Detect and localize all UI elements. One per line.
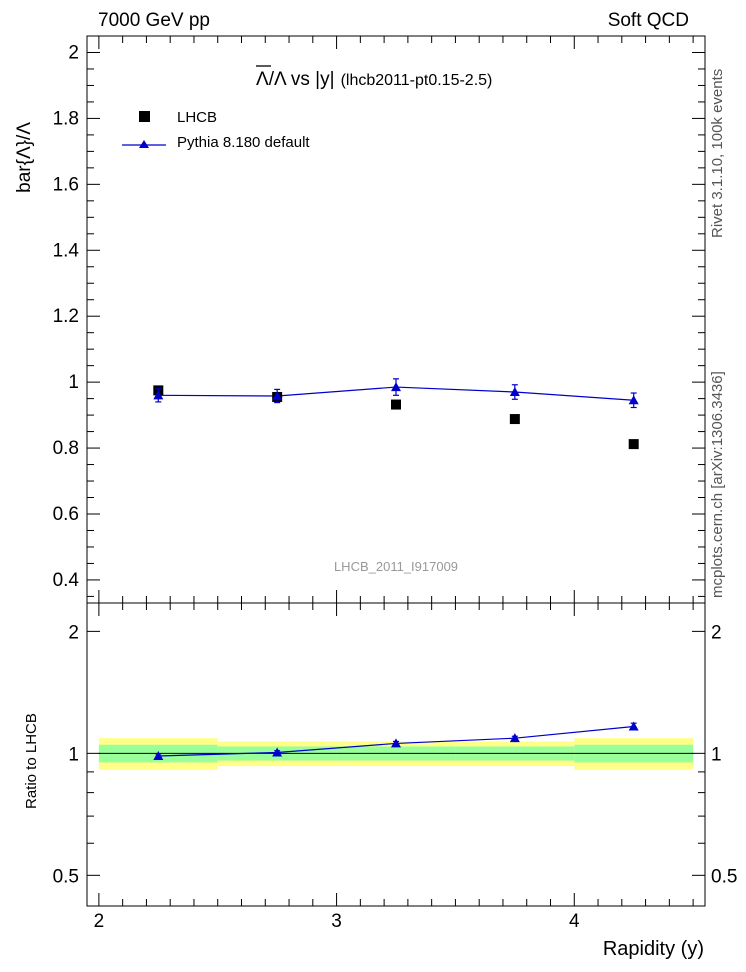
svg-text:Λ/Λ vs |y|(lhcb2011-pt0.15-2.5: Λ/Λ vs |y| (lhcb2011-pt0.15-2.5) xyxy=(256,69,492,90)
legend-data-marker xyxy=(139,111,150,122)
ratio-point xyxy=(272,747,283,757)
legend-mc-label: Pythia 8.180 default xyxy=(177,134,310,151)
y-tick-label: 1.4 xyxy=(53,240,80,261)
title-subtitle: (lhcb2011-pt0.15-2.5) xyxy=(341,72,493,89)
y-tick-label: 0.6 xyxy=(53,504,79,525)
ratio-point xyxy=(391,738,401,748)
y-axis-label: bar{Λ}/Λ xyxy=(14,122,35,193)
ratio-tick-label: 0.5 xyxy=(53,866,79,887)
ratio-tick-label-right: 2 xyxy=(711,622,722,643)
ratio-axis-label: Ratio to LHCB xyxy=(23,713,40,809)
mc-point xyxy=(272,390,283,400)
y-tick-label: 1.6 xyxy=(53,174,79,195)
y-tick-label: 2 xyxy=(68,42,79,63)
mc-point xyxy=(509,387,520,397)
x-tick-label: 4 xyxy=(569,911,580,932)
y-tick-label: 0.4 xyxy=(53,570,80,591)
ratio-tick-label-right: 1 xyxy=(711,744,722,765)
legend-mc-marker xyxy=(139,140,149,148)
y-tick-label: 0.8 xyxy=(53,438,79,459)
y-tick-label: 1 xyxy=(68,372,79,393)
energy-label: 7000 GeV pp xyxy=(98,10,210,31)
ratio-point xyxy=(153,751,164,761)
ratio-plot-frame xyxy=(86,602,706,907)
rivet-label: Rivet 3.1.10, 100k events xyxy=(709,69,726,238)
x-tick-label: 3 xyxy=(331,911,342,932)
ratio-tick-label: 1 xyxy=(68,744,79,765)
y-tick-label: 1.8 xyxy=(53,108,79,129)
title-main: /Λ vs |y| xyxy=(269,69,335,90)
data-point xyxy=(509,414,520,425)
data-point xyxy=(391,399,401,410)
mcplots-label: mcplots.cern.ch [arXiv:1306.3436] xyxy=(709,371,726,598)
ratio-tick-label: 2 xyxy=(68,622,79,643)
process-label: Soft QCD xyxy=(608,10,689,31)
mc-point xyxy=(628,395,639,405)
y-tick-label: 1.2 xyxy=(53,306,79,327)
legend-data-label: LHCB xyxy=(177,109,217,126)
mc-point xyxy=(391,382,401,392)
data-point xyxy=(628,439,639,450)
mc-point xyxy=(153,390,164,400)
ratio-tick-label-right: 0.5 xyxy=(711,866,737,887)
plot-title: Λ/Λ vs |y| (lhcb2011-pt0.15-2.5) xyxy=(256,65,492,90)
ratio-point xyxy=(628,721,639,731)
ratio-point xyxy=(509,733,520,743)
title-bar-symbol: Λ xyxy=(256,69,269,90)
x-tick-label: 2 xyxy=(94,911,105,932)
x-axis-label: Rapidity (y) xyxy=(603,938,704,960)
legend: LHCB Pythia 8.180 default xyxy=(122,109,310,151)
analysis-watermark: LHCB_2011_I917009 xyxy=(334,559,458,574)
